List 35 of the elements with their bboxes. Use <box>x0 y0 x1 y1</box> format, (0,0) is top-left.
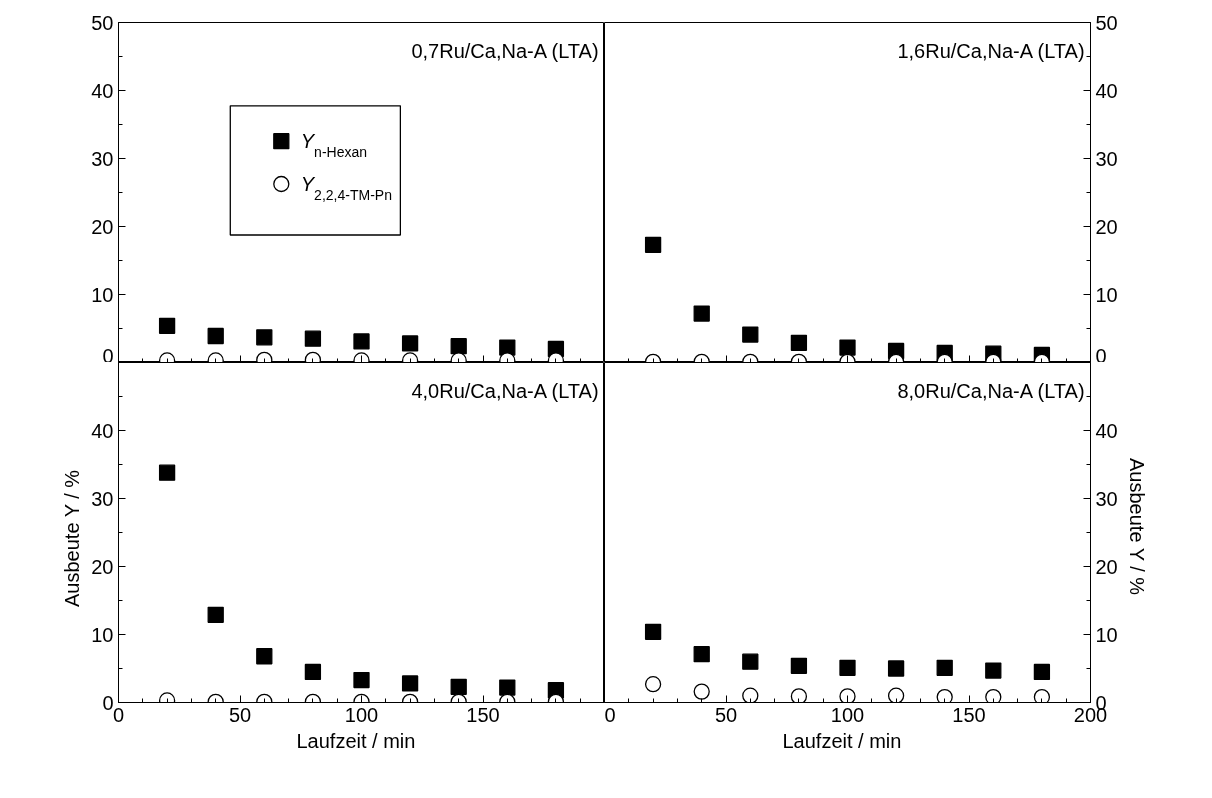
y-tick-label: 20 <box>91 555 114 578</box>
y2-tick-label: 30 <box>1095 147 1118 170</box>
x-tick-label: 100 <box>830 703 865 726</box>
x-tick-label: 50 <box>228 703 252 726</box>
x-tick-label: 100 <box>344 703 379 726</box>
y2-tick-label: 20 <box>1095 215 1118 238</box>
y-tick-label: 50 <box>91 11 114 34</box>
y2-tick-label: 0 <box>1095 344 1107 367</box>
y2-tick-label: 20 <box>1095 555 1118 578</box>
y-tick-label: 0 <box>102 344 114 367</box>
y2-tick-label: 10 <box>1095 283 1118 306</box>
y-tick-label: 20 <box>91 215 114 238</box>
y-axis-title: Ausbeute Y / % <box>61 469 84 607</box>
y-tick-label: 10 <box>91 283 114 306</box>
y2-tick-label: 40 <box>1095 79 1118 102</box>
text: 0,7Ru/Ca,Na-A (LTA) <box>411 39 599 62</box>
x-tick-label: 150 <box>952 703 986 726</box>
text: 4,0Ru/Ca,Na-A (LTA) <box>411 379 599 402</box>
y-tick-label: 40 <box>91 419 114 442</box>
x-axis-title: Laufzeit / min <box>296 729 416 752</box>
y-tick-label: 10 <box>91 623 114 646</box>
y2-tick-label: 30 <box>1095 487 1118 510</box>
y2-axis-title: Ausbeute Y / % <box>1125 458 1148 596</box>
y-tick-label: 30 <box>91 147 114 170</box>
x-tick-label: 150 <box>466 703 500 726</box>
y2-tick-label: 40 <box>1095 419 1118 442</box>
y2-tick-label: 10 <box>1095 623 1118 646</box>
y-tick-label: 30 <box>91 487 114 510</box>
y-tick-label: 40 <box>91 79 114 102</box>
x-tick-label: 0 <box>604 703 616 726</box>
text: 8,0Ru/Ca,Na-A (LTA) <box>897 379 1085 402</box>
y2-tick-label: 50 <box>1095 11 1118 34</box>
x-tick-label: 50 <box>714 703 738 726</box>
text: 1,6Ru/Ca,Na-A (LTA) <box>897 39 1085 62</box>
x-axis-title: Laufzeit / min <box>782 729 902 752</box>
